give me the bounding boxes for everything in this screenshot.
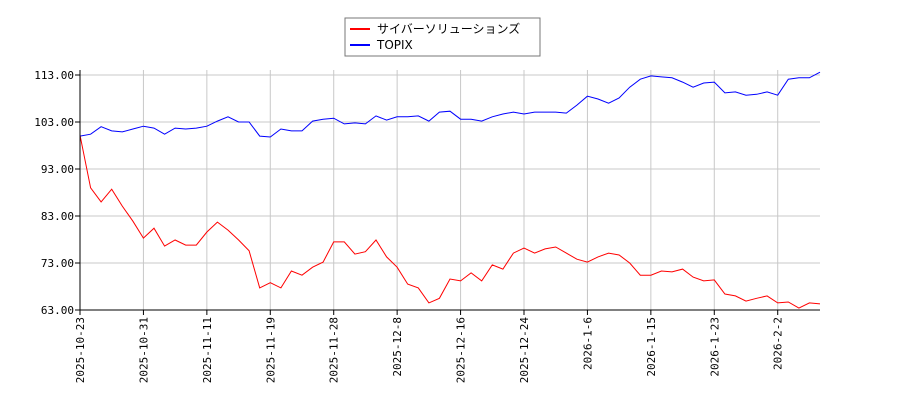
y-tick-label: 113.00 xyxy=(34,69,74,82)
grid xyxy=(79,70,820,311)
y-tick-label: 93.00 xyxy=(41,163,74,176)
y-tick-label: 63.00 xyxy=(41,304,74,317)
x-tick-label: 2025-10-31 xyxy=(137,317,150,383)
x-tick-label: 2026-1-6 xyxy=(581,317,594,370)
x-tick-label: 2026-1-15 xyxy=(645,317,658,377)
x-tick-label: 2025-11-11 xyxy=(201,317,214,383)
x-tick-label: 2025-10-23 xyxy=(74,317,87,383)
legend-label-series-1: TOPIX xyxy=(376,38,413,52)
axes: 63.00 73.00 83.00 93.00 103.00 113.00 2025-10-… xyxy=(34,69,820,383)
y-tick-label: 83.00 xyxy=(41,210,74,223)
series-lines xyxy=(79,71,821,309)
x-tick-label: 2026-1-23 xyxy=(708,317,721,377)
x-tick-label: 2025-11-19 xyxy=(264,317,277,383)
y-tick-label: 73.00 xyxy=(41,257,74,270)
x-tick-label: 2025-11-28 xyxy=(328,317,341,383)
x-tick-label: 2025-12-16 xyxy=(455,317,468,383)
x-tick-label: 2025-12-24 xyxy=(518,317,531,384)
x-tick-label: 2025-12-8 xyxy=(391,317,404,377)
series-line-topix xyxy=(79,71,821,138)
series-line-cyber-solutions xyxy=(79,135,821,309)
legend: サイバーソリューションズ TOPIX xyxy=(344,17,541,57)
x-tick-label: 2026-2-2 xyxy=(772,317,785,370)
legend-box xyxy=(344,17,541,57)
y-tick-label: 103.00 xyxy=(34,116,74,129)
legend-label-series-0: サイバーソリューションズ xyxy=(377,21,520,36)
